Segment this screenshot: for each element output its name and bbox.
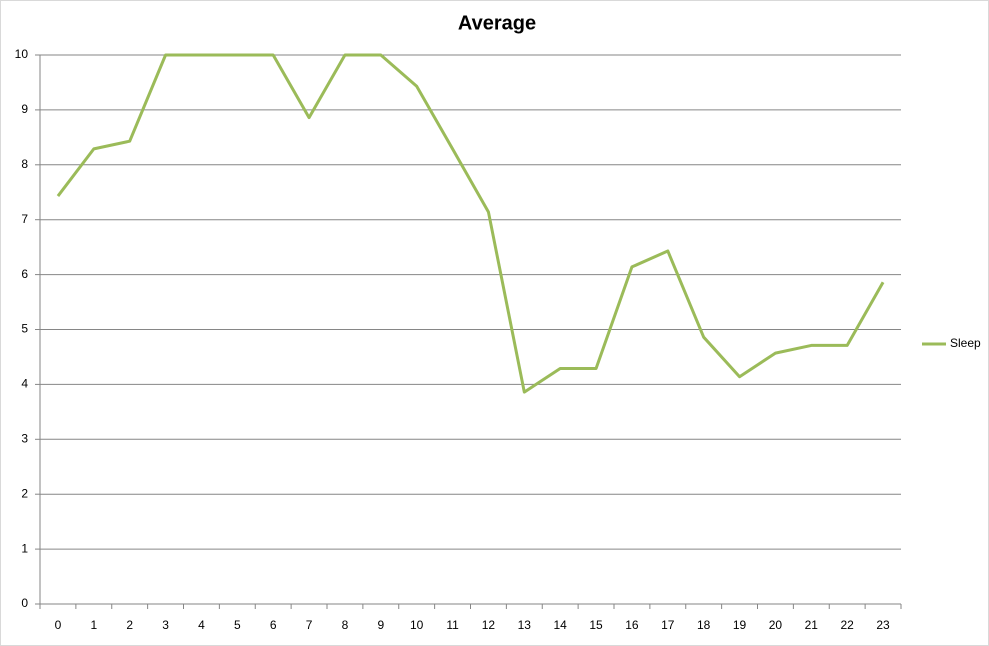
x-tick-label: 10 <box>410 618 424 632</box>
x-tick-label: 22 <box>841 618 855 632</box>
y-tick-label: 2 <box>21 486 28 500</box>
y-tick-label: 6 <box>21 267 28 281</box>
x-tick-label: 14 <box>554 618 568 632</box>
x-tick-label: 19 <box>733 618 747 632</box>
x-tick-label: 9 <box>377 618 384 632</box>
x-tick-label: 3 <box>162 618 169 632</box>
y-tick-label: 7 <box>21 212 28 226</box>
x-tick-label: 5 <box>234 618 241 632</box>
y-tick-label: 4 <box>21 377 28 391</box>
y-tick-label: 8 <box>21 157 28 171</box>
y-tick-label: 5 <box>21 322 28 336</box>
x-tick-label: 4 <box>198 618 205 632</box>
x-tick-label: 12 <box>482 618 496 632</box>
legend-label: Sleep <box>950 336 981 350</box>
x-tick-label: 21 <box>805 618 819 632</box>
x-tick-label: 15 <box>589 618 603 632</box>
x-tick-label: 8 <box>342 618 349 632</box>
x-tick-label: 16 <box>625 618 639 632</box>
x-tick-label: 7 <box>306 618 313 632</box>
y-tick-label: 9 <box>21 102 28 116</box>
x-tick-label: 0 <box>55 618 62 632</box>
x-tick-label: 18 <box>697 618 711 632</box>
y-tick-label: 3 <box>21 431 28 445</box>
x-tick-label: 13 <box>518 618 532 632</box>
y-tick-label: 0 <box>21 596 28 610</box>
x-tick-label: 20 <box>769 618 783 632</box>
chart-title: Average <box>458 12 536 34</box>
x-tick-label: 11 <box>446 618 459 632</box>
x-tick-label: 1 <box>90 618 97 632</box>
x-tick-label: 6 <box>270 618 277 632</box>
line-series <box>56 53 885 394</box>
y-tick-label: 1 <box>21 541 28 555</box>
x-tick-label: 2 <box>126 618 133 632</box>
x-tick-label: 17 <box>661 618 675 632</box>
x-tick-label: 23 <box>876 618 890 632</box>
y-tick-label: 10 <box>15 47 29 61</box>
